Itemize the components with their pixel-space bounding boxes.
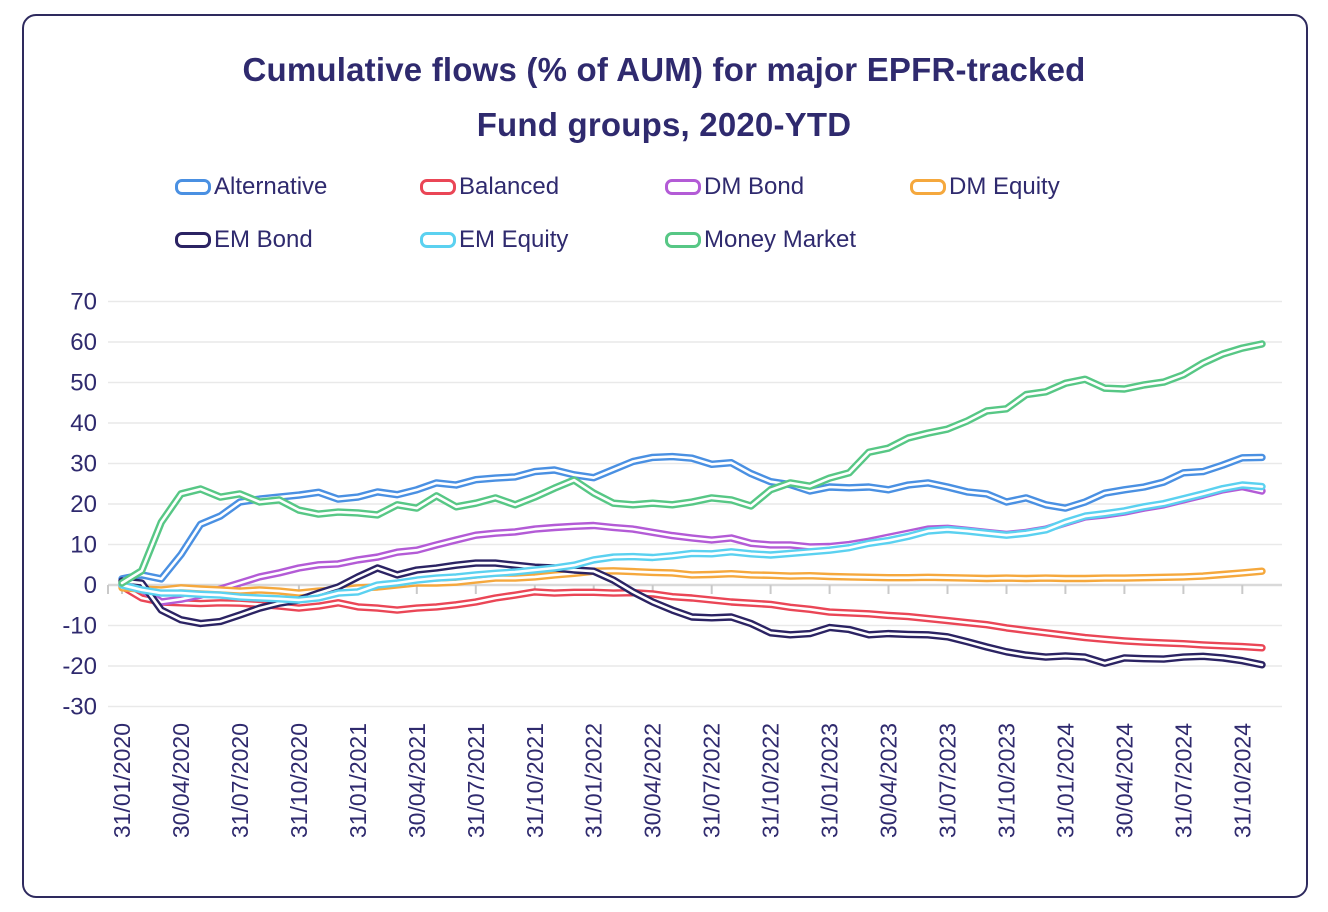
legend-label-alternative: Alternative	[214, 173, 328, 200]
chart-title-line2: Fund groups, 2020-YTD	[476, 106, 852, 143]
legend-label-money-market: Money Market	[704, 226, 857, 253]
y-axis-tick-label: -10	[62, 613, 97, 640]
x-axis-tick-label: 30/04/2022	[640, 723, 666, 838]
series-line-core-alternative	[120, 455, 1264, 581]
x-axis-tick-label: 31/10/2022	[758, 723, 784, 838]
legend-swatch-alternative-icon	[175, 179, 211, 195]
y-axis-tick-label: 70	[70, 289, 97, 316]
legend-label-em-equity: EM Equity	[459, 226, 569, 253]
x-axis-tick-label: 31/01/2021	[345, 723, 371, 838]
x-axis-tick-label: 31/07/2024	[1170, 723, 1196, 838]
legend-item-em-equity[interactable]: EM Equity	[420, 226, 569, 253]
legend-swatch-em-equity-icon	[420, 232, 456, 248]
y-axis-tick-label: -20	[62, 653, 97, 680]
x-axis-tick-label: 31/07/2021	[463, 723, 489, 838]
x-axis-tick-label: 31/07/2022	[699, 723, 725, 838]
legend-label-em-bond: EM Bond	[214, 226, 313, 253]
legend-swatch-money-market-icon	[665, 232, 701, 248]
x-axis-tick-label: 31/10/2021	[522, 723, 548, 838]
x-axis-tick-label: 31/01/2023	[817, 723, 843, 838]
chart-title: Cumulative flows (% of AUM) for major EP…	[0, 42, 1328, 152]
x-axis-tick-label: 31/10/2023	[994, 723, 1020, 838]
legend-swatch-balanced-icon	[420, 179, 456, 195]
y-axis-tick-label: -30	[62, 694, 97, 721]
y-axis-tick-label: 0	[84, 572, 97, 599]
y-axis-tick-label: 40	[70, 410, 97, 437]
legend-swatch-dm-equity-icon	[910, 179, 946, 195]
x-axis-tick-label: 31/01/2022	[581, 723, 607, 838]
y-axis-tick-label: 10	[70, 532, 97, 559]
legend-item-dm-equity[interactable]: DM Equity	[910, 173, 1060, 200]
x-axis-tick-label: 31/07/2023	[935, 723, 961, 838]
series-line-core-money-market	[120, 342, 1264, 585]
legend-item-money-market[interactable]: Money Market	[665, 226, 857, 253]
x-axis-tick-label: 31/01/2024	[1052, 723, 1078, 838]
y-axis-tick-label: 50	[70, 370, 97, 397]
legend-label-balanced: Balanced	[459, 173, 560, 200]
legend-label-dm-equity: DM Equity	[949, 173, 1060, 200]
x-axis-tick-label: 31/10/2024	[1229, 723, 1255, 838]
legend-item-em-bond[interactable]: EM Bond	[175, 226, 313, 253]
x-axis-tick-label: 31/10/2020	[286, 723, 312, 838]
legend-item-dm-bond[interactable]: DM Bond	[665, 173, 805, 200]
series-line-core-em-equity	[120, 483, 1264, 602]
legend-swatch-em-bond-icon	[175, 232, 211, 248]
y-axis-tick-label: 20	[70, 491, 97, 518]
x-axis-tick-label: 31/07/2020	[227, 723, 253, 838]
series-line-core-balanced	[120, 584, 1264, 650]
x-axis-tick-label: 30/04/2020	[168, 723, 194, 838]
x-axis-tick-label: 30/04/2021	[404, 723, 430, 838]
x-axis-tick-label: 31/01/2020	[109, 723, 135, 838]
legend-item-balanced[interactable]: Balanced	[420, 173, 560, 200]
y-axis-tick-label: 30	[70, 451, 97, 478]
legend-item-alternative[interactable]: Alternative	[175, 173, 328, 200]
x-axis-tick-label: 30/04/2024	[1111, 723, 1137, 838]
legend-swatch-dm-bond-icon	[665, 179, 701, 195]
y-axis-tick-label: 60	[70, 329, 97, 356]
legend-label-dm-bond: DM Bond	[704, 173, 805, 200]
chart-title-line1: Cumulative flows (% of AUM) for major EP…	[242, 51, 1086, 88]
x-axis-tick-label: 30/04/2023	[876, 723, 902, 838]
